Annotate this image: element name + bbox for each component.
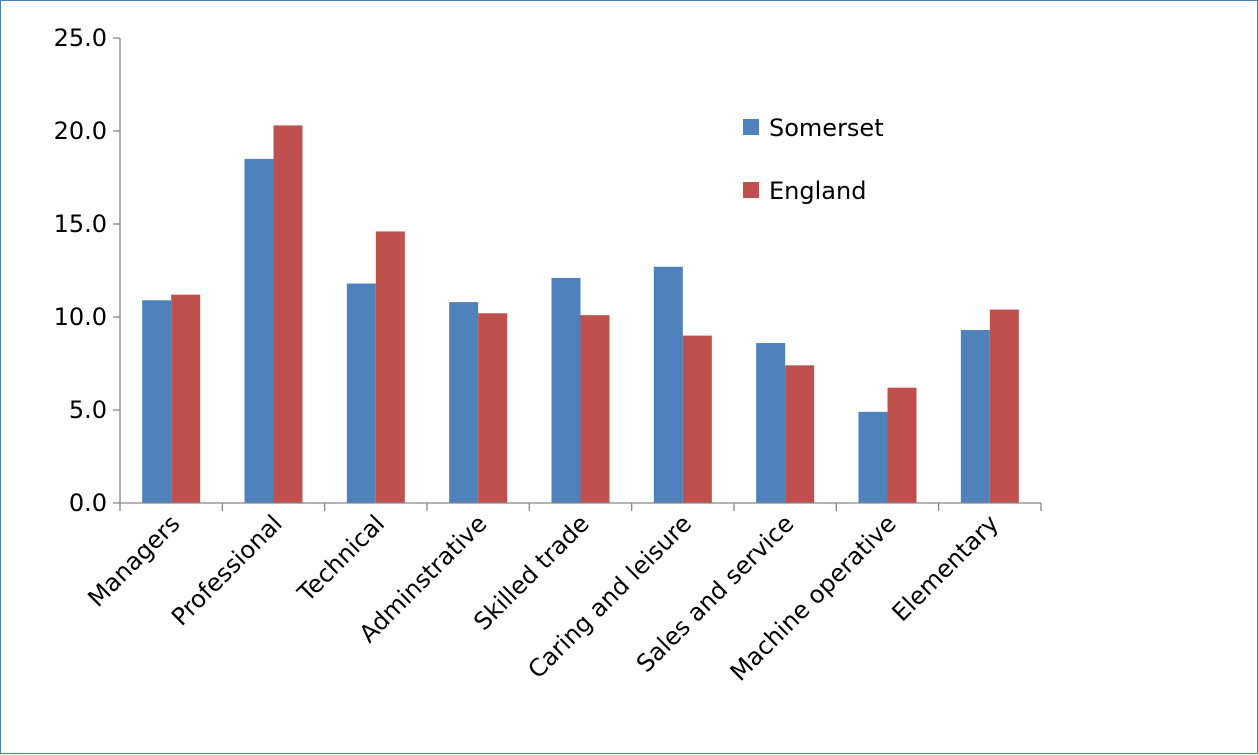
bar-somerset-8 bbox=[858, 411, 888, 503]
bar-england-5 bbox=[580, 315, 610, 503]
y-tick-label: 25.0 bbox=[54, 24, 107, 52]
bar-somerset-9 bbox=[960, 330, 990, 503]
x-category-label: Technical bbox=[292, 509, 390, 607]
bar-england-7 bbox=[785, 365, 815, 503]
legend-swatch-england bbox=[743, 182, 759, 198]
bar-england-4 bbox=[478, 313, 508, 503]
legend-label-somerset: Somerset bbox=[769, 114, 884, 142]
y-axis-ticks: 0.0 5.0 10.0 15.0 20.0 25.0 bbox=[54, 24, 120, 517]
y-tick-label: 15.0 bbox=[54, 210, 107, 238]
bars-group bbox=[142, 125, 1019, 504]
x-category-label: Elementary bbox=[887, 509, 1004, 626]
y-tick-label: 0.0 bbox=[69, 489, 107, 517]
bar-england-9 bbox=[989, 309, 1019, 503]
bar-somerset-2 bbox=[244, 158, 274, 503]
x-category-label: Managers bbox=[82, 509, 185, 612]
bar-somerset-3 bbox=[346, 283, 376, 503]
y-tick-label: 20.0 bbox=[54, 117, 107, 145]
bar-england-2 bbox=[273, 125, 303, 504]
bar-england-1 bbox=[171, 294, 201, 503]
y-tick-label: 5.0 bbox=[69, 396, 107, 424]
bar-somerset-7 bbox=[756, 343, 786, 503]
bar-somerset-4 bbox=[449, 302, 479, 503]
legend-label-england: England bbox=[769, 177, 866, 205]
legend-swatch-somerset bbox=[743, 119, 759, 135]
bar-somerset-1 bbox=[142, 300, 172, 503]
bar-england-6 bbox=[682, 335, 712, 503]
y-tick-label: 10.0 bbox=[54, 303, 107, 331]
x-category-label: Machine operative bbox=[725, 509, 902, 686]
axes-group bbox=[119, 38, 1041, 504]
bar-somerset-6 bbox=[653, 266, 683, 503]
bar-england-8 bbox=[887, 387, 917, 503]
bar-england-3 bbox=[375, 231, 405, 503]
bar-somerset-5 bbox=[551, 277, 581, 503]
legend: Somerset England bbox=[743, 114, 884, 205]
x-category-label: Professional bbox=[166, 509, 288, 631]
